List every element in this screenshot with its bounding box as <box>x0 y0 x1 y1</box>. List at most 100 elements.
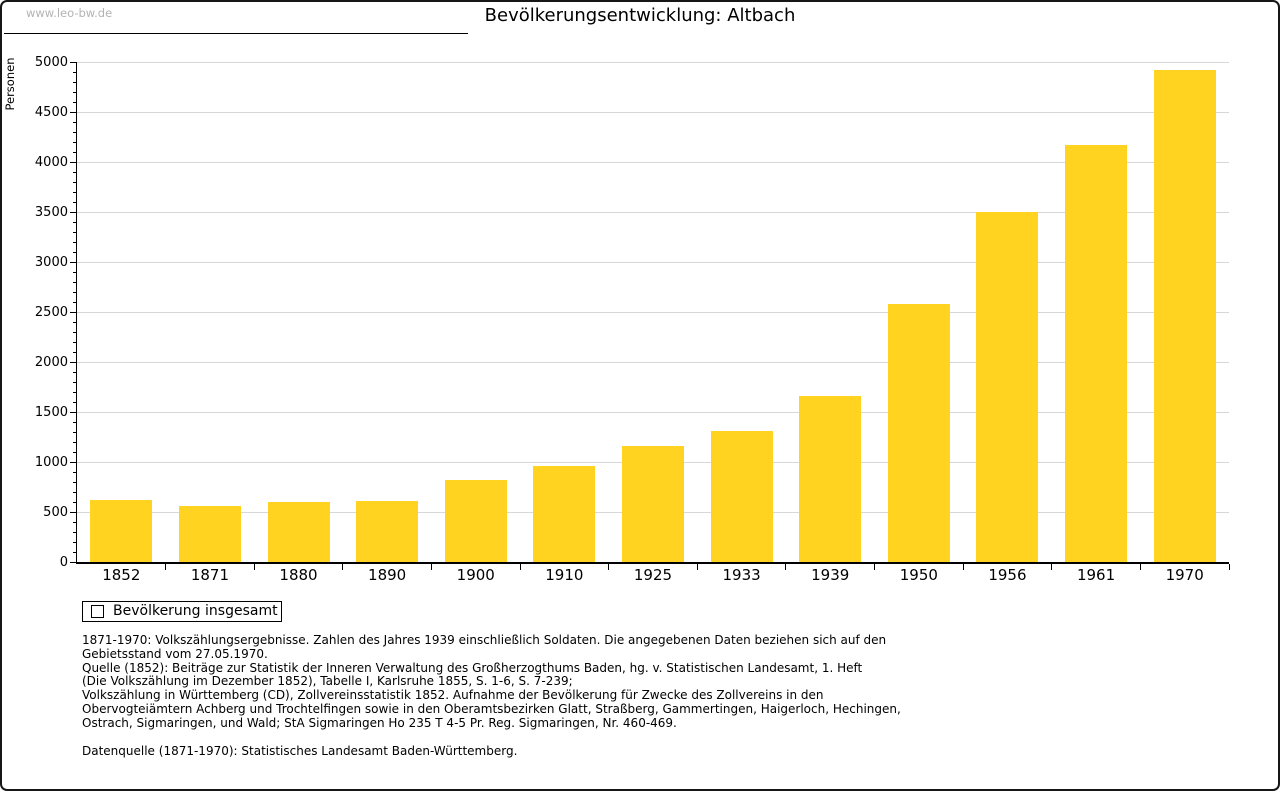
y-major-tick-3500 <box>70 211 77 213</box>
gridline-3000 <box>77 261 1229 263</box>
y-tick-label-4500: 4500 <box>34 104 68 120</box>
y-minor-tick <box>73 491 77 493</box>
y-minor-tick <box>73 191 77 193</box>
x-tick-label-1910: 1910 <box>545 566 584 584</box>
legend: Bevölkerung insgesamt <box>82 601 282 622</box>
x-tick-label-1880: 1880 <box>279 566 318 584</box>
y-tick-label-4000: 4000 <box>34 154 68 170</box>
y-minor-tick <box>73 301 77 303</box>
watermark: www.leo-bw.de <box>26 6 113 20</box>
legend-label: Bevölkerung insgesamt <box>113 603 278 619</box>
footnotes: 1871-1970: Volkszählungsergebnisse. Zahl… <box>82 633 901 731</box>
y-minor-tick <box>73 141 77 143</box>
y-major-tick-4500 <box>70 111 77 113</box>
gridline-4500 <box>77 111 1229 113</box>
x-tick <box>430 563 432 570</box>
bar-1852 <box>90 499 153 562</box>
y-major-tick-4000 <box>70 161 77 163</box>
y-major-tick-2500 <box>70 311 77 313</box>
footnote-line-3: Quelle (1852): Beiträge zur Statistik de… <box>82 660 863 675</box>
x-tick <box>696 563 698 570</box>
y-tick-label-2000: 2000 <box>34 354 68 370</box>
y-minor-tick <box>73 151 77 153</box>
x-tick <box>874 563 876 570</box>
y-tick-label-0: 0 <box>59 554 68 570</box>
footnote-line-4: (Die Volkszählung im Dezember 1852), Tab… <box>82 674 573 689</box>
y-major-tick-1500 <box>70 411 77 413</box>
y-major-tick-500 <box>70 511 77 513</box>
bar-1900 <box>444 479 507 562</box>
x-tick-label-1939: 1939 <box>811 566 850 584</box>
legend-swatch <box>91 605 104 618</box>
chart-title: Bevölkerungsentwicklung: Altbach <box>484 5 796 26</box>
y-minor-tick <box>73 541 77 543</box>
y-tick-label-3500: 3500 <box>34 204 68 220</box>
x-tick <box>962 563 964 570</box>
y-tick-label-1000: 1000 <box>34 454 68 470</box>
datasource-line: Datenquelle (1871-1970): Statistisches L… <box>82 744 518 758</box>
x-tick-label-1970: 1970 <box>1165 566 1204 584</box>
y-minor-tick <box>73 451 77 453</box>
bar-1890 <box>356 501 419 562</box>
y-minor-tick <box>73 131 77 133</box>
y-minor-tick <box>73 101 77 103</box>
y-minor-tick <box>73 231 77 233</box>
gridline-2000 <box>77 361 1229 363</box>
y-major-tick-5000 <box>70 61 77 63</box>
y-minor-tick <box>73 331 77 333</box>
x-tick <box>785 563 787 570</box>
y-minor-tick <box>73 531 77 533</box>
y-minor-tick <box>73 391 77 393</box>
x-tick-label-1961: 1961 <box>1076 566 1116 584</box>
y-minor-tick <box>73 271 77 273</box>
gridline-3500 <box>77 211 1229 213</box>
x-tick-label-1890: 1890 <box>368 566 407 584</box>
y-minor-tick <box>73 421 77 423</box>
x-tick <box>1051 563 1053 570</box>
x-axis-line <box>75 562 1229 564</box>
y-minor-tick <box>73 521 77 523</box>
y-major-tick-1000 <box>70 461 77 463</box>
x-tick-label-1925: 1925 <box>633 566 673 584</box>
x-tick <box>253 563 255 570</box>
bar-1925 <box>622 446 684 562</box>
y-minor-tick <box>73 81 77 83</box>
header-rule <box>4 33 468 34</box>
x-tick-label-1900: 1900 <box>456 566 495 584</box>
gridline-1500 <box>77 411 1229 413</box>
y-tick-label-1500: 1500 <box>34 404 68 420</box>
y-major-tick-3000 <box>70 261 77 263</box>
footnote-line-7: Ostrach, Sigmaringen, und Wald; StA Sigm… <box>82 715 677 730</box>
y-major-tick-2000 <box>70 361 77 363</box>
x-tick <box>1139 563 1141 570</box>
y-minor-tick <box>73 291 77 293</box>
y-tick-label-500: 500 <box>43 504 68 520</box>
bar-1933 <box>710 431 773 562</box>
x-tick <box>165 563 167 570</box>
y-minor-tick <box>73 241 77 243</box>
x-tick-label-1933: 1933 <box>722 566 761 584</box>
bar-1880 <box>267 501 330 562</box>
x-tick-label-1956: 1956 <box>988 566 1027 584</box>
y-minor-tick <box>73 381 77 383</box>
y-minor-tick <box>73 441 77 443</box>
bar-1950 <box>887 304 950 562</box>
x-tick <box>608 563 610 570</box>
y-minor-tick <box>73 71 77 73</box>
y-minor-tick <box>73 171 77 173</box>
y-minor-tick <box>73 251 77 253</box>
gridline-5000 <box>77 61 1229 63</box>
y-minor-tick <box>73 341 77 343</box>
x-tick-label-1871: 1871 <box>190 566 229 584</box>
y-minor-tick <box>73 201 77 203</box>
y-minor-tick <box>73 321 77 323</box>
y-minor-tick <box>73 431 77 433</box>
y-minor-tick <box>73 351 77 353</box>
y-major-tick-0 <box>70 561 77 563</box>
bar-1970 <box>1153 69 1216 562</box>
y-minor-tick <box>73 401 77 403</box>
x-tick <box>1228 563 1230 570</box>
y-minor-tick <box>73 481 77 483</box>
y-minor-tick <box>73 281 77 283</box>
